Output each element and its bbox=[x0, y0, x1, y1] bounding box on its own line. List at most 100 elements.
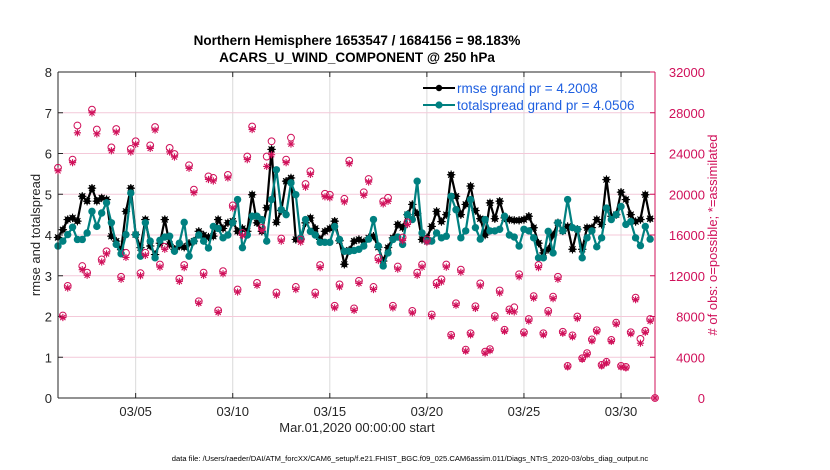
x-tick-label: 03/20 bbox=[411, 404, 444, 419]
rmse-point bbox=[267, 145, 276, 154]
assimilated-obs-point bbox=[573, 314, 581, 323]
rmse-marker-star bbox=[73, 216, 82, 226]
assimilated-obs-point bbox=[73, 129, 82, 137]
left-y-tick-label: 2 bbox=[45, 310, 52, 325]
assimilated-obs-point bbox=[68, 159, 77, 167]
assimilated-obs-point bbox=[500, 327, 509, 335]
rmse-marker-star bbox=[160, 215, 169, 224]
totalspread-point bbox=[102, 199, 111, 207]
rmse-point bbox=[179, 243, 189, 252]
rmse-point bbox=[568, 245, 577, 254]
right-y-tick-label: 0 bbox=[698, 391, 705, 406]
totalspread-point bbox=[68, 223, 77, 231]
totalspread-point bbox=[384, 249, 392, 257]
rmse-marker-star bbox=[432, 207, 441, 216]
totalspread-point bbox=[471, 223, 480, 232]
rmse-marker-star bbox=[446, 170, 456, 179]
rmse-marker-star bbox=[340, 260, 349, 269]
assimilated-obs-point bbox=[331, 304, 339, 312]
rmse-marker-star bbox=[480, 230, 490, 240]
assimilated-obs-point bbox=[83, 271, 91, 279]
left-y-tick-label: 3 bbox=[45, 269, 52, 284]
assimilated-obs-point bbox=[161, 245, 169, 253]
rmse-marker-star bbox=[476, 214, 485, 223]
assimilated-obs-point bbox=[622, 364, 630, 372]
rmse-marker-star bbox=[262, 203, 271, 212]
totalspread-point bbox=[93, 222, 101, 231]
rmse-marker-star bbox=[442, 210, 451, 219]
legend-rmse-label: rmse grand pr = 4.2008 bbox=[457, 81, 598, 96]
assimilated-obs-point bbox=[151, 126, 159, 134]
assimilated-obs-point bbox=[534, 264, 543, 272]
rmse-point bbox=[645, 214, 655, 223]
totalspread-point bbox=[272, 166, 281, 174]
assimilated-obs-point bbox=[132, 140, 140, 148]
rmse-point bbox=[340, 260, 349, 269]
rmse-point bbox=[582, 223, 592, 232]
assimilated-obs-point bbox=[476, 282, 484, 290]
rmse-point bbox=[126, 183, 136, 193]
left-axis-label: rmse and totalspread bbox=[28, 174, 43, 296]
assimilated-obs-point bbox=[651, 394, 659, 402]
assimilated-obs-point bbox=[520, 330, 528, 338]
chart-title-line-1: Northern Hemisphere 1653547 / 1684156 = … bbox=[194, 33, 521, 48]
right-y-tick-label: 32000 bbox=[669, 65, 705, 80]
totalspread-point bbox=[287, 179, 295, 187]
left-y-tick-label: 7 bbox=[45, 106, 52, 121]
assimilated-obs-point bbox=[316, 264, 324, 272]
legend-rmse-marker bbox=[435, 84, 443, 92]
totalspread-point bbox=[510, 233, 518, 241]
right-axis-label: # of obs: o=possible; *=assimilated bbox=[705, 135, 720, 336]
assimilated-obs-point bbox=[607, 337, 615, 346]
rmse-point bbox=[592, 215, 601, 224]
rmse-point bbox=[78, 192, 87, 201]
assimilated-obs-point bbox=[641, 328, 649, 336]
totalspread-point bbox=[199, 237, 208, 245]
legend-entry-totalspread: totalspread grand pr = 4.0506 bbox=[423, 98, 635, 113]
rmse-marker-star bbox=[359, 237, 368, 247]
rmse-marker-star bbox=[238, 224, 247, 233]
assimilated-obs-point bbox=[505, 307, 513, 316]
totalspread-point bbox=[539, 254, 548, 262]
rmse-point bbox=[92, 196, 102, 206]
rmse-marker-star bbox=[548, 230, 558, 240]
rmse-point bbox=[471, 206, 480, 215]
assimilated-obs-point bbox=[588, 337, 596, 345]
rmse-marker-star bbox=[514, 216, 524, 225]
assimilated-obs-point bbox=[238, 231, 247, 240]
rmse-marker-star bbox=[485, 198, 495, 208]
rmse-marker-star bbox=[107, 232, 116, 241]
totalspread-point bbox=[59, 237, 67, 245]
totalspread-point bbox=[369, 215, 378, 224]
assimilated-obs-point bbox=[292, 285, 300, 294]
rmse-marker-star bbox=[320, 227, 330, 236]
totalspread-point bbox=[476, 235, 484, 243]
rmse-point bbox=[519, 215, 529, 224]
rmse-marker-star bbox=[563, 222, 572, 231]
rmse-marker-star bbox=[510, 216, 519, 225]
assimilated-obs-point bbox=[418, 263, 426, 271]
rmse-point bbox=[636, 215, 645, 224]
rmse-point bbox=[262, 203, 271, 212]
assimilated-obs-point bbox=[369, 285, 378, 294]
left-y-tick-label: 5 bbox=[45, 187, 52, 202]
rmse-point bbox=[616, 188, 626, 197]
possible-obs-point bbox=[287, 133, 295, 142]
totalspread-point bbox=[122, 230, 130, 239]
rmse-marker-star bbox=[146, 241, 155, 251]
totalspread-point bbox=[418, 229, 426, 237]
rmse-marker-star bbox=[286, 173, 296, 183]
rmse-point bbox=[87, 183, 97, 193]
totalspread-point bbox=[311, 231, 319, 239]
totalspread-point bbox=[165, 232, 174, 240]
assimilated-obs-point bbox=[627, 330, 635, 338]
rmse-point bbox=[490, 214, 500, 223]
totalspread-point bbox=[326, 238, 334, 247]
rmse-marker-star bbox=[306, 213, 315, 223]
totalspread-point bbox=[131, 230, 140, 239]
rmse-point bbox=[626, 210, 635, 219]
totalspread-point bbox=[588, 227, 596, 235]
totalspread-point bbox=[403, 210, 412, 219]
assimilated-obs-point bbox=[146, 144, 154, 153]
rmse-marker-star bbox=[267, 145, 276, 154]
